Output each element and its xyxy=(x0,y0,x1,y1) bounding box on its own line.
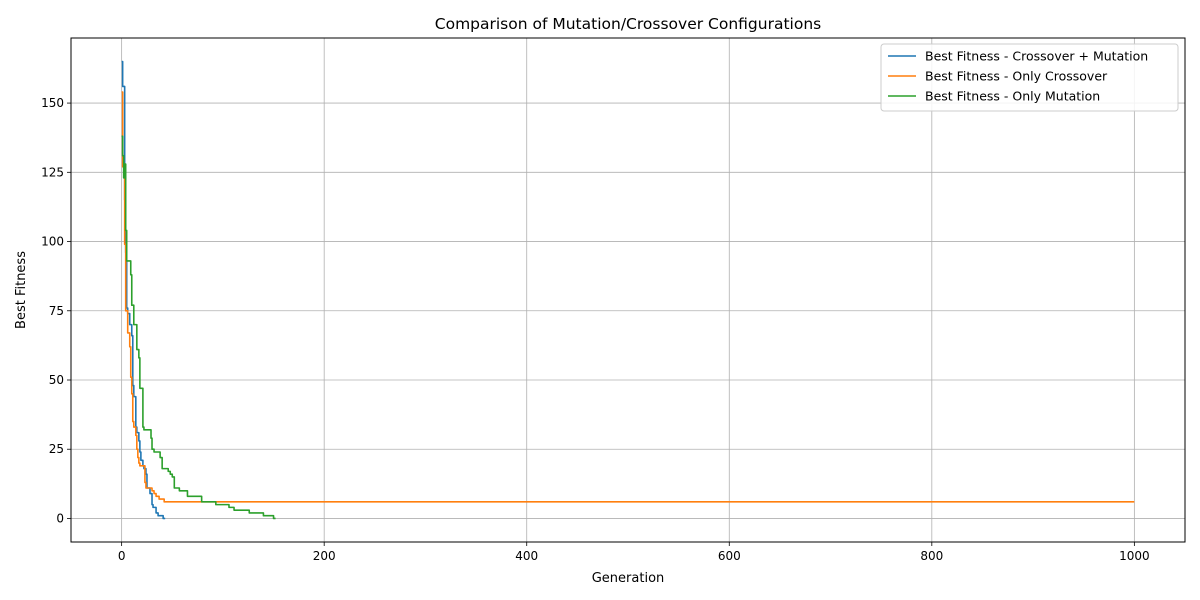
x-tick-label: 200 xyxy=(313,549,336,563)
plot-frame xyxy=(70,37,1186,543)
y-tick-label: 0 xyxy=(56,511,64,525)
gridlines xyxy=(71,38,1185,542)
y-axis-label: Best Fitness xyxy=(14,251,29,329)
x-axis-label: Generation xyxy=(592,571,665,586)
x-tick-label: 0 xyxy=(118,549,126,563)
x-tick-label: 1000 xyxy=(1119,549,1150,563)
y-tick-label: 125 xyxy=(41,165,64,179)
x-tick-label: 800 xyxy=(920,549,943,563)
x-tick-label: 600 xyxy=(718,549,741,563)
legend-box xyxy=(880,43,1179,112)
series-line-3 xyxy=(121,135,276,520)
y-tick-label: 150 xyxy=(41,96,64,110)
y-tick-label: 100 xyxy=(41,235,64,249)
y-tick-label: 25 xyxy=(49,442,64,456)
series-line-2 xyxy=(121,91,1135,503)
legend: Best Fitness - Crossover + Mutation Best … xyxy=(880,43,1179,112)
x-tick-label: 400 xyxy=(515,549,538,563)
axis-ticks: 0 200 400 600 800 1000 0 25 50 75 100 125 150 xyxy=(41,96,1150,563)
legend-label-1: Best Fitness - Crossover + Mutation xyxy=(925,49,1148,64)
series-lines xyxy=(121,60,1135,520)
series-line-1 xyxy=(121,60,166,520)
legend-label-3: Best Fitness - Only Mutation xyxy=(925,89,1100,104)
y-tick-label: 75 xyxy=(49,304,64,318)
y-tick-label: 50 xyxy=(49,373,64,387)
legend-label-2: Best Fitness - Only Crossover xyxy=(925,69,1108,84)
chart-title: Comparison of Mutation/Crossover Configu… xyxy=(435,15,821,33)
